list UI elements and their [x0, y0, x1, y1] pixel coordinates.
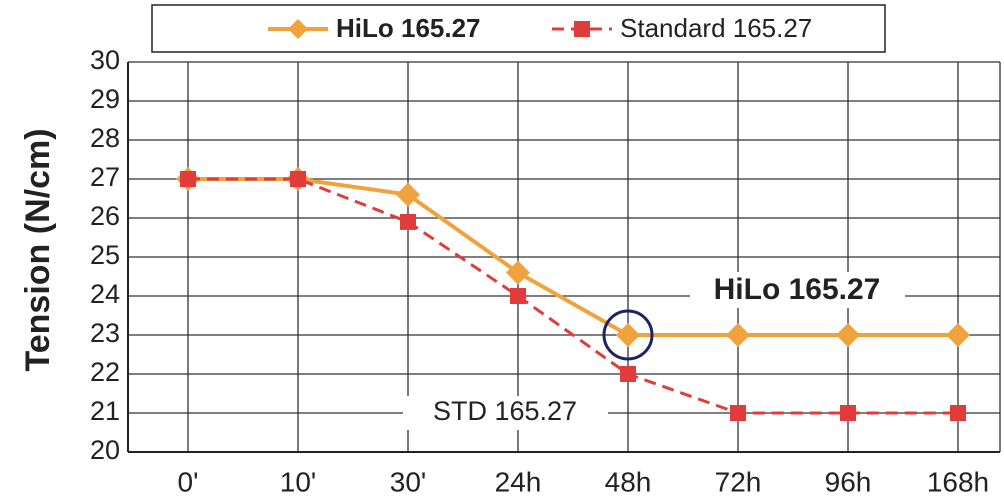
diamond-marker: [396, 182, 420, 207]
highlight-circle: [602, 309, 654, 361]
series-line: [188, 177, 958, 415]
square-marker: [510, 288, 526, 304]
legend-label: Standard 165.27: [620, 13, 812, 43]
x-tick-label: 168h: [927, 466, 989, 497]
y-tick-label: 24: [90, 279, 120, 309]
diamond-marker: [836, 323, 860, 347]
y-tick-label: 30: [90, 45, 120, 75]
series-line: [188, 177, 958, 337]
y-tick-label: 22: [90, 357, 120, 387]
diamond-marker: [726, 323, 750, 347]
x-tick-label: 30': [390, 466, 427, 497]
y-tick-label: 29: [90, 84, 120, 114]
y-tick-label: 20: [90, 435, 120, 465]
legend-marker: [574, 21, 590, 37]
legend-label: HiLo 165.27: [336, 13, 481, 43]
square-marker: [620, 366, 636, 382]
x-tick-label: 10': [280, 466, 317, 497]
y-tick-label: 25: [90, 240, 120, 270]
y-axis-label: Tension (N/cm): [19, 128, 57, 371]
y-tick-label: 27: [90, 162, 120, 192]
x-tick-label: 72h: [715, 466, 762, 497]
legend-marker: [288, 19, 308, 39]
x-tick-label: 48h: [605, 466, 652, 497]
square-marker: [950, 405, 966, 421]
diamond-marker: [946, 323, 970, 347]
y-tick-label: 21: [90, 396, 120, 426]
square-marker: [840, 405, 856, 421]
square-marker: [730, 405, 746, 421]
square-marker: [290, 171, 306, 187]
x-tick-label: 96h: [825, 466, 872, 497]
annotation: STD 165.27: [433, 396, 577, 426]
annotation-bg: [403, 396, 608, 430]
annotation-bg: [690, 272, 905, 308]
y-tick-label: 28: [90, 123, 120, 153]
diamond-marker: [506, 260, 530, 285]
annotation: HiLo 165.27: [714, 273, 881, 306]
square-marker: [180, 171, 196, 187]
square-marker: [400, 213, 416, 230]
diamond-marker: [616, 323, 640, 347]
y-tick-label: 26: [90, 201, 120, 231]
x-tick-label: 0': [178, 466, 199, 497]
y-tick-label: 23: [90, 318, 120, 348]
x-tick-label: 24h: [495, 466, 542, 497]
